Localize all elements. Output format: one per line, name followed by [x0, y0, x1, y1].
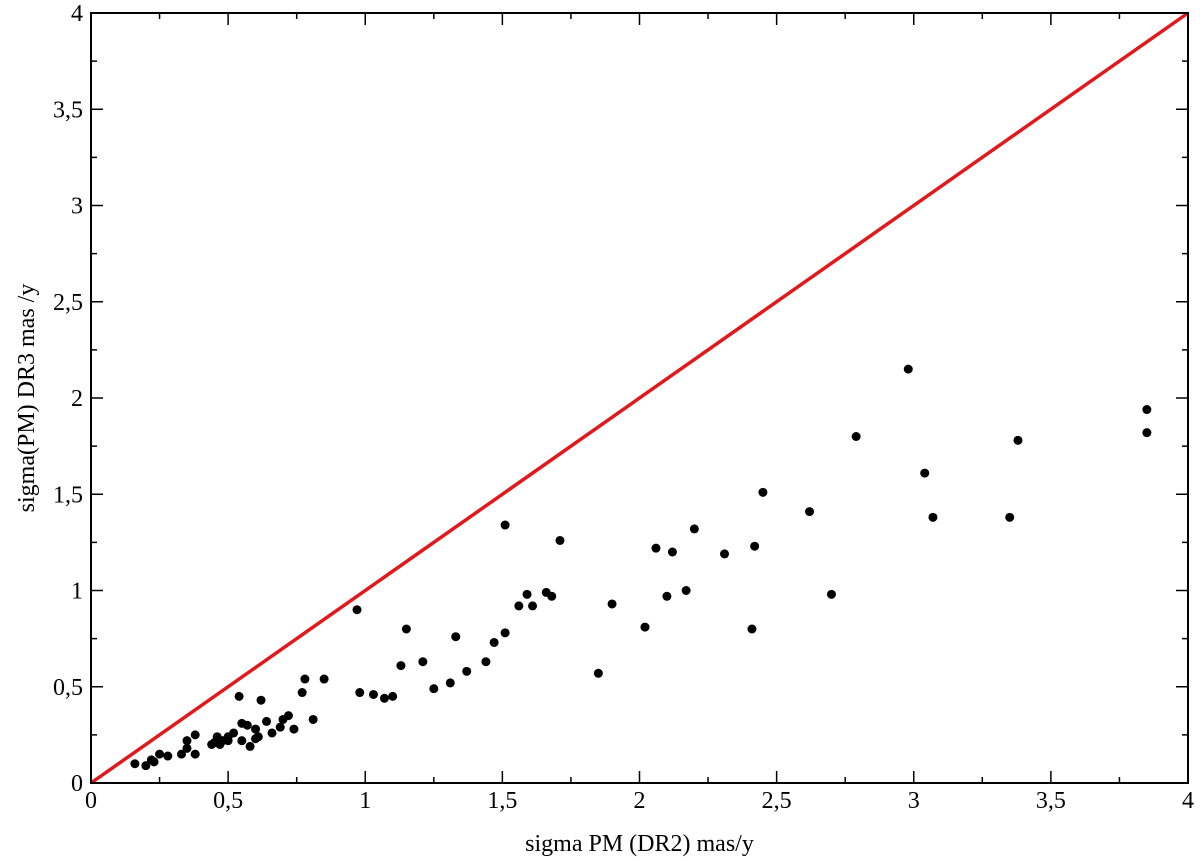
y-tick-label: 1 [71, 579, 83, 605]
data-point [920, 468, 930, 478]
data-point [237, 736, 247, 746]
data-point [182, 743, 192, 753]
data-point [689, 524, 699, 534]
x-tick-label: 2,5 [762, 788, 792, 814]
data-point [1142, 428, 1152, 438]
data-point [555, 535, 565, 545]
y-axis-label: sigma(PM) DR3 mas /y [14, 284, 40, 513]
y-tick-label: 3,5 [53, 97, 83, 123]
data-point [190, 749, 200, 759]
data-point [251, 724, 261, 734]
tick-labels: 0 0,5 1 1,5 2 2,5 3 3,5 4 0 0,5 1 1,5 2 2,5 3 3,5 4 [53, 1, 1194, 814]
data-point [500, 628, 510, 638]
data-point [681, 586, 691, 595]
data-point [826, 589, 836, 599]
data-point [155, 749, 165, 759]
data-point [163, 751, 173, 761]
data-point [396, 661, 406, 671]
data-point [607, 599, 617, 609]
y-tick-label: 2,5 [53, 290, 83, 316]
x-tick-label: 2 [634, 788, 646, 814]
data-point [1142, 405, 1152, 415]
data-point [489, 637, 499, 647]
x-tick-label: 1,5 [487, 788, 517, 814]
data-point [547, 591, 557, 601]
data-point [182, 736, 192, 746]
data-point [662, 591, 672, 601]
data-point [418, 657, 428, 667]
data-point [242, 720, 252, 730]
data-point [190, 730, 200, 740]
data-point [308, 714, 318, 724]
data-point [300, 674, 310, 684]
data-point [275, 722, 285, 732]
plot-frame [90, 12, 1189, 784]
data-point [256, 695, 266, 705]
y-tick-label: 4 [71, 1, 83, 27]
data-point [388, 691, 398, 701]
data-point [379, 693, 389, 703]
data-point [500, 520, 510, 530]
y-tick-label: 1,5 [53, 482, 83, 508]
data-point [928, 512, 938, 522]
data-point [289, 724, 299, 734]
data-point [262, 716, 272, 726]
data-point [903, 364, 913, 374]
data-point [229, 728, 239, 738]
data-point [355, 688, 365, 698]
data-point [401, 624, 411, 634]
x-tick-label: 0 [85, 788, 97, 814]
y-tick-label: 3 [71, 194, 83, 220]
data-point [253, 732, 263, 742]
data-point [522, 589, 532, 599]
data-point [462, 666, 472, 676]
reference-line-layer [89, 11, 1190, 785]
data-points [130, 364, 1152, 771]
x-tick-label: 3,5 [1036, 788, 1066, 814]
y-tick-label: 0,5 [53, 675, 83, 701]
data-point [130, 759, 140, 769]
x-tick-label: 4 [1182, 788, 1194, 814]
data-point [141, 761, 151, 771]
data-point [319, 674, 329, 684]
x-tick-label: 0,5 [213, 788, 243, 814]
x-axis-label: sigma PM (DR2) mas/y [525, 831, 754, 857]
data-point [283, 711, 293, 721]
data-point [481, 657, 491, 667]
data-point [805, 507, 815, 517]
data-point [297, 688, 307, 698]
data-point [651, 543, 661, 553]
data-point [451, 632, 461, 642]
data-point [720, 549, 730, 559]
data-point [1013, 435, 1023, 445]
data-point [245, 741, 255, 751]
y-tick-label: 2 [71, 386, 83, 412]
data-point [750, 541, 760, 551]
data-point [267, 728, 277, 738]
one-to-one-line [89, 11, 1190, 785]
data-point [758, 487, 768, 497]
data-point [851, 432, 861, 441]
y-tick-label: 0 [71, 771, 83, 797]
data-point [593, 668, 603, 678]
x-tick-label: 3 [908, 788, 920, 814]
data-point [177, 749, 187, 759]
data-point [514, 601, 524, 611]
data-point [149, 757, 159, 767]
data-point [528, 601, 538, 611]
data-point [368, 689, 378, 699]
data-point [747, 624, 757, 634]
data-point [234, 691, 244, 701]
data-point [1005, 512, 1015, 522]
data-point [352, 605, 362, 615]
data-point [429, 684, 439, 694]
data-point [640, 622, 650, 632]
data-point [445, 678, 455, 688]
x-tick-label: 1 [359, 788, 371, 814]
data-point [667, 547, 677, 557]
